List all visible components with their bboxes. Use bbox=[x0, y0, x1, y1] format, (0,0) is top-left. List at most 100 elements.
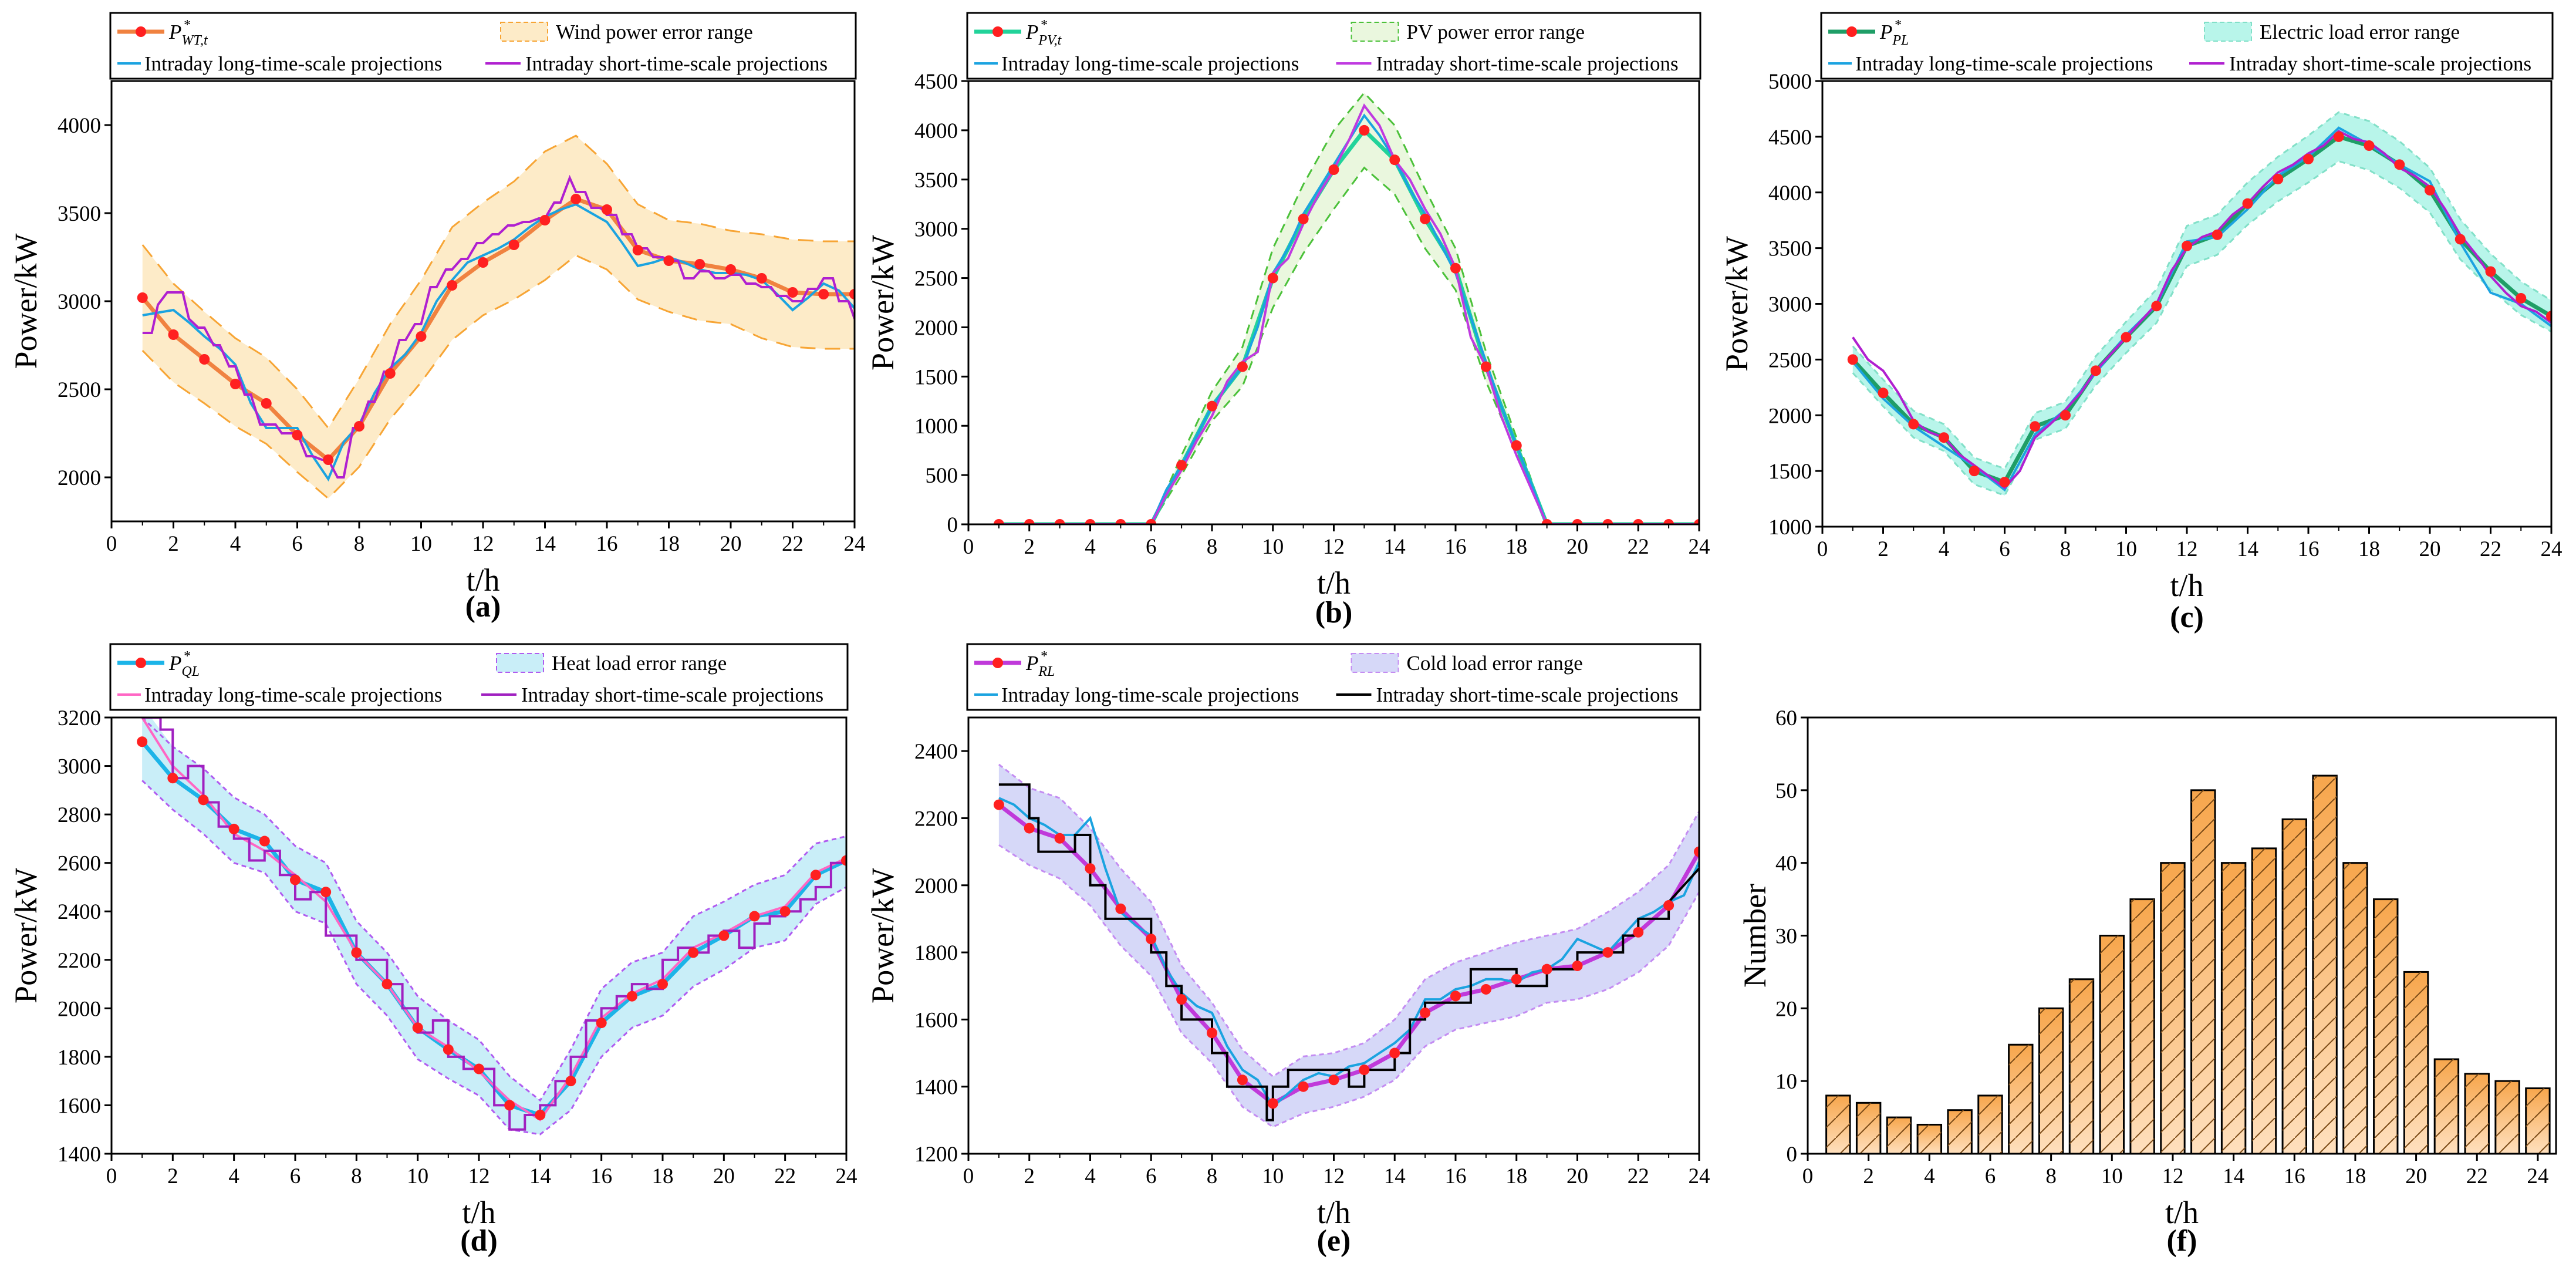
forecast-point bbox=[1602, 519, 1613, 524]
x-tick-label: 22 bbox=[2480, 537, 2501, 561]
y-tick-label: 2000 bbox=[58, 997, 101, 1021]
x-tick-label: 12 bbox=[472, 532, 494, 556]
y-axis-label: Power/kW bbox=[1719, 236, 1754, 372]
panel-caption: (b) bbox=[1315, 596, 1353, 629]
x-tick-label: 14 bbox=[529, 1164, 551, 1188]
forecast-point bbox=[1633, 519, 1644, 524]
x-tick-label: 8 bbox=[2060, 537, 2071, 561]
forecast-point bbox=[1024, 823, 1035, 834]
forecast-point bbox=[1115, 519, 1126, 524]
y-tick-label: 1800 bbox=[58, 1046, 101, 1070]
y-tick-label: 3000 bbox=[1768, 293, 1812, 317]
y-tick-label: 4000 bbox=[58, 114, 101, 138]
legend-band-swatch bbox=[496, 653, 544, 673]
x-tick-label: 10 bbox=[1262, 535, 1284, 559]
forecast-point bbox=[565, 1076, 576, 1087]
x-tick-label: 2 bbox=[168, 532, 179, 556]
x-tick-label: 4 bbox=[1939, 537, 1950, 561]
forecast-point bbox=[384, 368, 396, 379]
forecast-point bbox=[1602, 947, 1613, 958]
forecast-point bbox=[810, 870, 821, 881]
forecast-point bbox=[1024, 519, 1035, 524]
chart-panel-c: 0 2 4 6 8 10 12 14 16 18 20 22 241000150020002500300… bbox=[1719, 12, 2563, 634]
y-axis-label: Power/kW bbox=[8, 233, 43, 369]
y-tick-label: 2400 bbox=[914, 740, 958, 764]
x-tick-label: 2 bbox=[1878, 537, 1889, 561]
x-tick-label: 4 bbox=[1924, 1164, 1935, 1188]
legend: PRL* Cold load error range Intraday long-t… bbox=[966, 643, 1701, 711]
bar-hatch bbox=[2374, 899, 2398, 1154]
x-tick-label: 18 bbox=[2344, 1164, 2366, 1188]
forecast-point bbox=[259, 836, 270, 847]
bar-hatch bbox=[2343, 863, 2368, 1154]
x-tick-label: 18 bbox=[2358, 537, 2380, 561]
x-axis-label: t/h bbox=[466, 562, 499, 598]
forecast-point bbox=[657, 979, 668, 990]
forecast-point bbox=[351, 947, 362, 958]
y-tick-label: 3200 bbox=[58, 706, 101, 730]
chart-panel-e: 0 2 4 6 8 10 12 14 16 18 20 22 241200140016001800200… bbox=[865, 643, 1710, 1258]
x-tick-label: 24 bbox=[836, 1164, 857, 1188]
bar-hatch bbox=[2495, 1081, 2520, 1154]
y-tick-label: 3500 bbox=[58, 202, 101, 226]
y-tick-label: 30 bbox=[1775, 925, 1797, 949]
y-tick-label: 3000 bbox=[58, 755, 101, 779]
panel-caption: (e) bbox=[1317, 1224, 1351, 1258]
legend-forecast-marker bbox=[992, 26, 1003, 37]
y-tick-label: 3000 bbox=[914, 218, 958, 242]
x-tick-label: 4 bbox=[230, 532, 241, 556]
legend-band-label: Heat load error range bbox=[552, 652, 727, 675]
forecast-point bbox=[2333, 131, 2344, 142]
legend-short-label: Intraday short-time-scale projections bbox=[521, 683, 823, 706]
bar-hatch bbox=[1947, 1110, 1972, 1154]
y-tick-label: 4500 bbox=[1768, 126, 1812, 150]
error-band-lower bbox=[1852, 160, 2551, 497]
legend-forecast-label: PPL* bbox=[1879, 18, 1909, 48]
forecast-point bbox=[756, 273, 767, 284]
x-tick-label: 18 bbox=[652, 1164, 674, 1188]
x-tick-label: 18 bbox=[1505, 535, 1527, 559]
y-tick-label: 1400 bbox=[58, 1143, 101, 1167]
bar-hatch bbox=[2312, 776, 2337, 1154]
y-axis-label: Power/kW bbox=[8, 868, 43, 1003]
legend-forecast-label: PQL* bbox=[168, 649, 200, 679]
forecast-point bbox=[2121, 332, 2132, 343]
forecast-point bbox=[1298, 1081, 1309, 1092]
forecast-point bbox=[1878, 388, 1889, 399]
legend-long-label: Intraday long-time-scale projections bbox=[144, 52, 442, 75]
forecast-point bbox=[290, 874, 301, 885]
x-tick-label: 24 bbox=[844, 532, 866, 556]
legend: PPV,t* PV power error range Intraday long-… bbox=[966, 12, 1701, 80]
forecast-point bbox=[1450, 262, 1461, 274]
error-band-upper bbox=[1852, 111, 2551, 470]
long-scale-line bbox=[1852, 126, 2551, 492]
forecast-point bbox=[1541, 519, 1552, 524]
forecast-point bbox=[1359, 1064, 1370, 1076]
y-axis-label: Power/kW bbox=[865, 235, 900, 370]
y-tick-label: 1600 bbox=[58, 1094, 101, 1118]
forecast-point bbox=[632, 245, 643, 255]
legend: PQL* Heat load error range Intraday long-t… bbox=[109, 643, 849, 711]
y-tick-label: 2400 bbox=[58, 900, 101, 924]
forecast-point bbox=[849, 289, 855, 299]
forecast-point bbox=[478, 257, 488, 268]
forecast-point bbox=[2364, 140, 2375, 151]
bar-hatch bbox=[1978, 1095, 2003, 1154]
chart-panel-f: 0 2 4 6 8 10 12 14 16 18 20 22 240102030405060t/hNum… bbox=[1737, 706, 2557, 1258]
y-tick-label: 1000 bbox=[1768, 516, 1812, 540]
legend-box bbox=[1820, 12, 2554, 80]
forecast-point bbox=[602, 204, 612, 215]
forecast-point bbox=[508, 240, 519, 250]
forecast-point bbox=[1237, 361, 1248, 372]
y-tick-label: 3500 bbox=[1768, 237, 1812, 261]
legend-long-label: Intraday long-time-scale projections bbox=[1001, 52, 1299, 75]
forecast-point bbox=[1146, 934, 1157, 945]
forecast-point bbox=[1420, 1007, 1431, 1018]
x-tick-label: 16 bbox=[590, 1164, 612, 1188]
forecast-point bbox=[2425, 184, 2435, 196]
forecast-point bbox=[261, 398, 272, 409]
forecast-point bbox=[292, 430, 303, 440]
legend-short-label: Intraday short-time-scale projections bbox=[1376, 52, 1679, 75]
x-tick-label: 18 bbox=[658, 532, 680, 556]
